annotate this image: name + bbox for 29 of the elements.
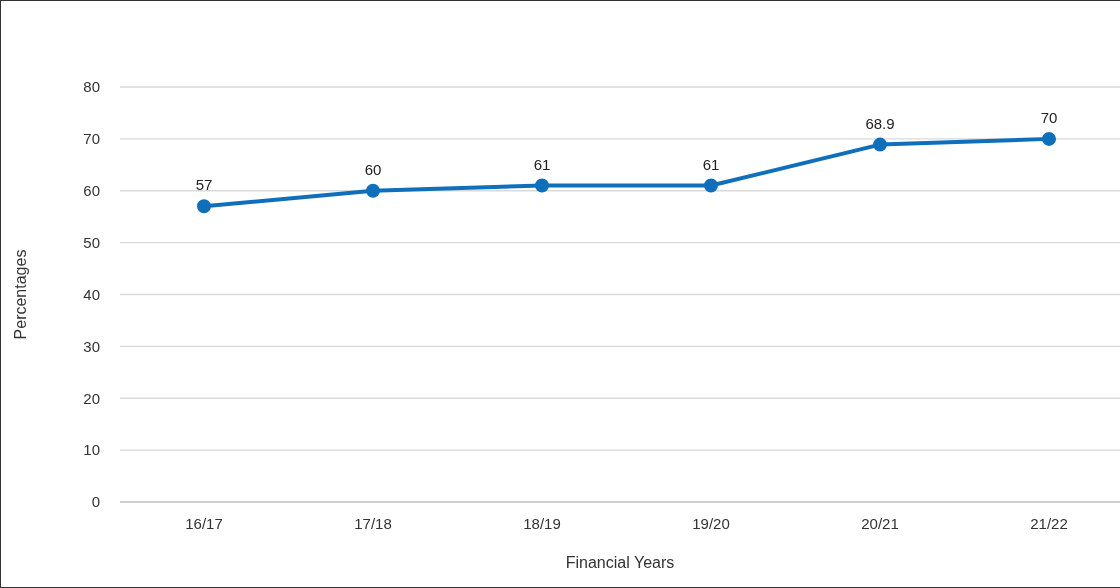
y-tick-label: 30 (83, 337, 100, 355)
x-tick-label: 16/17 (185, 514, 223, 532)
point (535, 178, 549, 193)
data-label: 60 (364, 160, 382, 178)
y-tick-label: 60 (83, 182, 100, 200)
data-label: 70 (1040, 108, 1058, 126)
point (704, 178, 718, 193)
point (366, 183, 380, 198)
point (873, 137, 887, 152)
y-tick-label: 0 (91, 493, 100, 511)
y-tick-label: 10 (83, 441, 100, 459)
data-label: 57 (195, 176, 213, 194)
x-axis-title: Financial Years (565, 554, 675, 571)
y-axis-title: Percentages (11, 249, 29, 340)
y-tick-label: 70 (83, 130, 100, 148)
x-tick-label: 17/18 (354, 514, 392, 532)
point (1042, 131, 1056, 146)
y-tick-label: 50 (83, 233, 100, 251)
point (197, 199, 211, 214)
data-label: 68.9 (865, 114, 895, 132)
data-label: 61 (702, 155, 720, 173)
x-tick-label: 18/19 (523, 514, 561, 532)
x-tick-label: 19/20 (692, 514, 730, 532)
y-tick-label: 40 (83, 285, 100, 303)
x-tick-label: 21/22 (1030, 514, 1068, 532)
data-label: 61 (533, 155, 551, 173)
x-tick-label: 20/21 (861, 514, 899, 532)
y-tick-label: 20 (83, 389, 100, 407)
y-tick-label: 80 (83, 78, 100, 96)
